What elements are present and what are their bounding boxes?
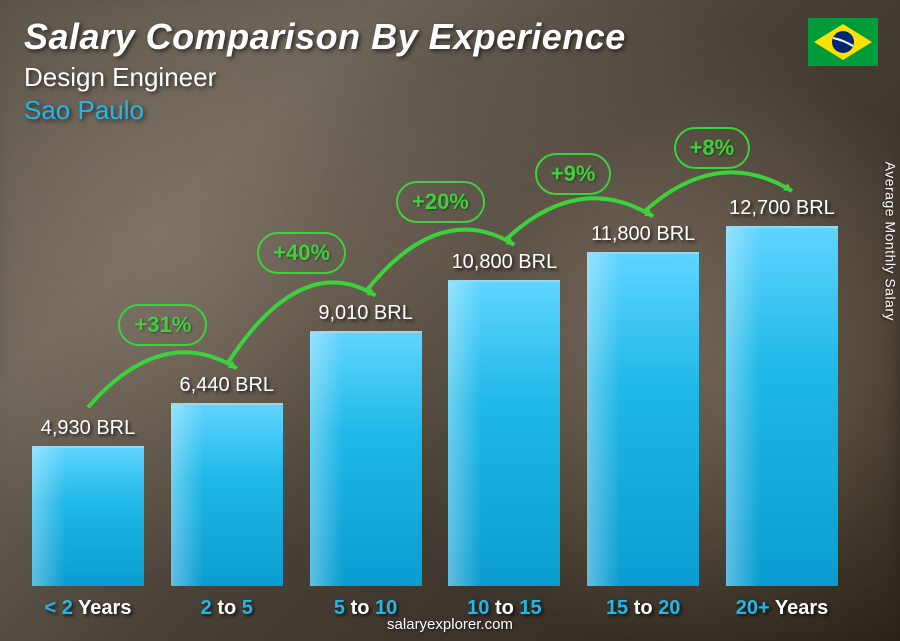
increase-badge: +31% (118, 304, 207, 346)
job-title: Design Engineer (24, 62, 876, 93)
page-title: Salary Comparison By Experience (24, 16, 876, 58)
y-axis-label: Average Monthly Salary (882, 161, 898, 320)
increase-badge: +20% (396, 181, 485, 223)
brazil-flag-icon (808, 18, 878, 66)
increase-badge: +40% (257, 232, 346, 274)
increase-badge: +9% (535, 153, 612, 195)
header: Salary Comparison By Experience Design E… (24, 16, 876, 126)
location-label: Sao Paulo (24, 95, 876, 126)
salary-bar-chart: 4,930 BRL< 2 Years6,440 BRL2 to 59,010 B… (24, 146, 846, 586)
footer-attribution: salaryexplorer.com (0, 616, 900, 633)
increase-badge: +8% (674, 127, 751, 169)
